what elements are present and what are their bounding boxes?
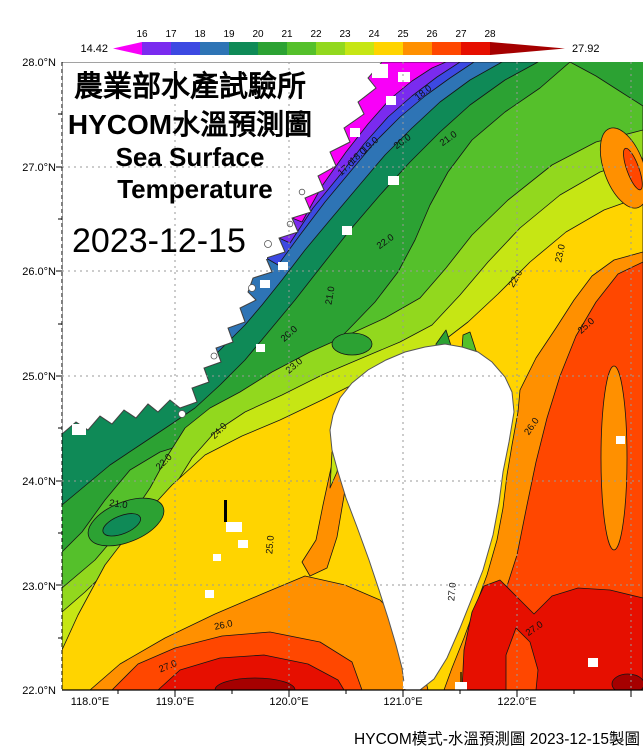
data-artifact-bar [224, 500, 227, 522]
contour-label: 21.0 [324, 286, 338, 306]
colorbar-tick-labels: 16 17 18 19 20 21 22 23 24 25 26 27 28 [136, 29, 496, 40]
colorbar-tick: 26 [426, 29, 438, 40]
colorbar-tick: 17 [165, 29, 177, 40]
graticule-gridlines [62, 62, 643, 690]
footer-caption: HYCOM模式-水溫預測圖 2023-12-15製圖 [354, 730, 640, 748]
lat-axis-label: 28.0°N [22, 57, 56, 69]
lon-axis-label: 121.0°E [383, 696, 422, 708]
sst-blob-20-21-north-taiwan [331, 332, 373, 356]
map-title-line2: HYCOM水溫預測圖 [68, 109, 312, 140]
taiwan-island [329, 343, 515, 690]
colorbar-seg [345, 42, 374, 55]
colorbar-tick: 23 [339, 29, 351, 40]
sst-band-27-28-east [461, 579, 643, 690]
lat-axis-label: 27.0°N [22, 162, 56, 174]
lon-axis-labels: 118.0°E 119.0°E 120.0°E 121.0°E 122.0°E [71, 696, 537, 708]
colorbar-above-max-arrow [490, 42, 565, 55]
colorbar-tick: 25 [397, 29, 409, 40]
lat-axis-label: 26.0°N [22, 266, 56, 278]
axis-ticks [56, 113, 632, 697]
colorbar-seg [258, 42, 287, 55]
sst-pocket-25-26-east [600, 365, 628, 551]
colorbar-seg [403, 42, 432, 55]
colorbar-tick: 22 [310, 29, 322, 40]
colorbar-seg [461, 42, 490, 55]
colorbar-seg [142, 42, 171, 55]
map-title-block: 農業部水產試驗所 HYCOM水溫預測圖 Sea Surface Temperat… [68, 69, 312, 260]
map-title-line3: Sea Surface [116, 142, 265, 172]
colorbar-seg [432, 42, 461, 55]
colorbar-tick: 18 [194, 29, 206, 40]
lat-axis-label: 23.0°N [22, 581, 56, 593]
lat-axis-label: 22.0°N [22, 685, 56, 697]
sst-band-27-28-south [157, 654, 345, 690]
contour-label: 25.0 [264, 535, 277, 554]
colorbar-tick: 19 [223, 29, 235, 40]
map-title-line1: 農業部水產試驗所 [74, 69, 306, 103]
colorbar-seg [229, 42, 258, 55]
sst-blob-darkred-south [214, 677, 296, 690]
colorbar-tick: 16 [136, 29, 148, 40]
contour-label: 23.0 [553, 243, 568, 263]
contour-label: 26.0 [213, 618, 233, 633]
lat-axis-label: 24.0°N [22, 476, 56, 488]
lon-axis-label: 119.0°E [156, 696, 194, 708]
colorbar-max-label: 27.92 [572, 43, 600, 55]
contour-label: 27.0 [446, 582, 459, 601]
colorbar-min-label: 14.42 [80, 43, 108, 55]
lon-axis-label: 120.0°E [269, 696, 308, 708]
colorbar-tick: 20 [252, 29, 264, 40]
offshore-islands [178, 188, 306, 418]
lon-axis-label: 122.0°E [497, 696, 536, 708]
colorbar-seg [316, 42, 345, 55]
lon-axis-label: 118.0°E [71, 696, 109, 708]
lat-axis-labels: 28.0°N 27.0°N 26.0°N 25.0°N 24.0°N 23.0°… [22, 57, 56, 697]
sst-pocket-26-27-south [505, 627, 539, 690]
sst-blob-darkred-se [611, 673, 643, 690]
sst-blob-19-20-sw-core [102, 513, 141, 537]
map-plot: 16.0 17.0 18.0 19.0 18.0 20.0 21.0 20.0 … [62, 62, 643, 690]
lat-axis-label: 25.0°N [22, 371, 56, 383]
contour-label: 21.0 [108, 498, 128, 511]
colorbar-seg [374, 42, 403, 55]
map-frame: 28.0°N 27.0°N 26.0°N 25.0°N 24.0°N 23.0°… [22, 57, 643, 708]
colorbar-seg [287, 42, 316, 55]
no-data-mask-squares [72, 64, 625, 690]
colorbar-below-min-arrow [113, 42, 142, 55]
colorbar-tick: 27 [455, 29, 467, 40]
map-title-line4: Temperature [117, 174, 273, 204]
colorbar-tick: 28 [484, 29, 496, 40]
china-coastline-land [62, 62, 383, 435]
colorbar-seg [200, 42, 229, 55]
colorbar-tick: 24 [368, 29, 380, 40]
map-date-label: 2023-12-15 [72, 222, 246, 260]
colorbar-tick: 21 [281, 29, 293, 40]
colorbar: 14.42 27.92 16 17 18 19 20 21 22 23 24 2… [80, 29, 600, 55]
colorbar-seg [171, 42, 200, 55]
